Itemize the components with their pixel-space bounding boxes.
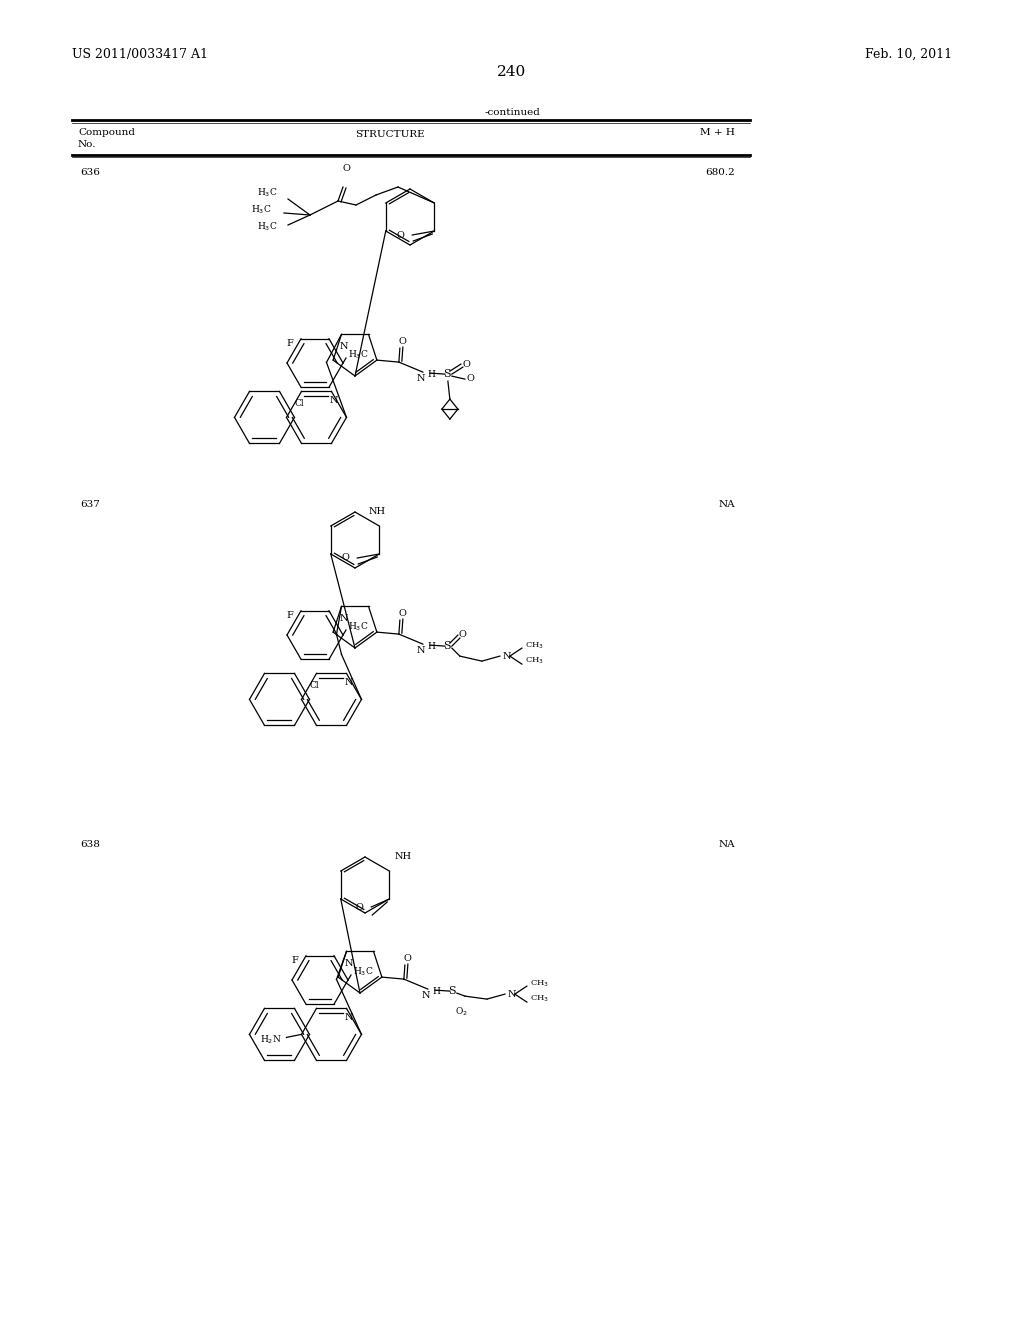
Text: US 2011/0033417 A1: US 2011/0033417 A1	[72, 48, 208, 61]
Text: N: N	[417, 645, 425, 655]
Text: O: O	[459, 630, 467, 639]
Text: S: S	[449, 986, 456, 997]
Text: N: N	[422, 991, 430, 1001]
Text: NA: NA	[719, 840, 735, 849]
Text: S: S	[443, 642, 451, 651]
Text: F: F	[291, 956, 298, 965]
Text: 636: 636	[80, 168, 100, 177]
Text: 240: 240	[498, 65, 526, 79]
Text: O: O	[355, 903, 364, 912]
Text: F: F	[286, 611, 293, 620]
Text: F: F	[286, 339, 293, 348]
Text: Cl: Cl	[309, 681, 319, 690]
Text: S: S	[443, 370, 451, 379]
Text: 680.2: 680.2	[706, 168, 735, 177]
Text: O: O	[403, 954, 412, 964]
Text: N: N	[503, 652, 511, 660]
Text: Compound: Compound	[78, 128, 135, 137]
Text: H$_3$C: H$_3$C	[353, 966, 374, 978]
Text: CH$_3$: CH$_3$	[525, 656, 544, 667]
Text: H$_3$C: H$_3$C	[257, 186, 278, 199]
Text: N: N	[339, 614, 348, 623]
Text: O: O	[399, 337, 407, 346]
Text: Feb. 10, 2011: Feb. 10, 2011	[865, 48, 952, 61]
Text: O: O	[399, 609, 407, 618]
Text: O: O	[342, 164, 350, 173]
Text: 637: 637	[80, 500, 100, 510]
Text: N: N	[417, 374, 425, 383]
Text: N: N	[344, 960, 352, 969]
Text: H: H	[433, 987, 440, 997]
Text: N: N	[344, 1014, 352, 1023]
Text: H$_3$C: H$_3$C	[348, 620, 369, 634]
Text: H$_3$C: H$_3$C	[252, 203, 272, 216]
Text: CH$_3$: CH$_3$	[529, 979, 549, 990]
Text: O: O	[463, 359, 471, 368]
Text: H$_3$C: H$_3$C	[257, 220, 278, 234]
Text: O: O	[396, 231, 404, 239]
Text: 638: 638	[80, 840, 100, 849]
Text: NH: NH	[369, 507, 386, 516]
Text: CH$_3$: CH$_3$	[529, 994, 549, 1005]
Text: NH: NH	[394, 851, 412, 861]
Text: Cl: Cl	[295, 400, 304, 408]
Text: STRUCTURE: STRUCTURE	[355, 129, 425, 139]
Text: N: N	[330, 396, 338, 405]
Text: H$_2$N: H$_2$N	[260, 1034, 282, 1045]
Text: N: N	[339, 342, 348, 351]
Text: N: N	[508, 990, 516, 999]
Text: -continued: -continued	[484, 108, 540, 117]
Text: No.: No.	[78, 140, 96, 149]
Text: O: O	[341, 553, 349, 562]
Text: H: H	[428, 642, 436, 651]
Text: O: O	[467, 374, 475, 383]
Text: CH$_3$: CH$_3$	[525, 640, 544, 651]
Text: M + H: M + H	[700, 128, 735, 137]
Text: H$_3$C: H$_3$C	[348, 348, 369, 362]
Text: N: N	[344, 678, 352, 688]
Text: H: H	[428, 370, 436, 379]
Text: O$_2$: O$_2$	[455, 1005, 468, 1018]
Text: NA: NA	[719, 500, 735, 510]
